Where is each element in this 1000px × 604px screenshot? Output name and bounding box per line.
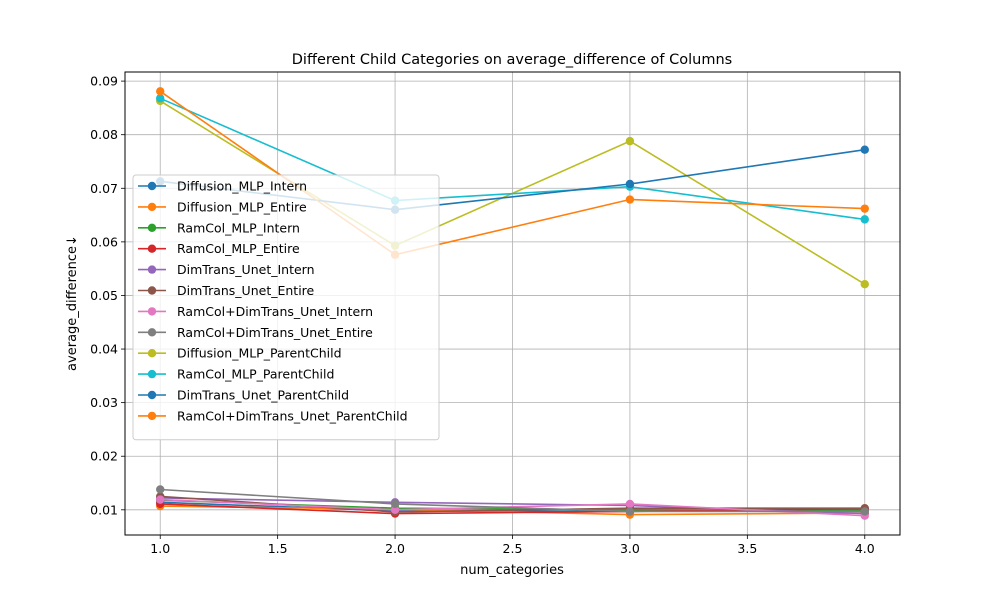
x-tick-label: 2.5 xyxy=(503,541,523,556)
legend-swatch-marker xyxy=(147,349,157,358)
legend-swatch-marker xyxy=(147,286,157,295)
legend-swatch-marker xyxy=(147,202,157,212)
y-tick-label: 0.04 xyxy=(90,342,118,357)
x-tick-label: 2.0 xyxy=(385,541,405,556)
x-tick-label: 1.5 xyxy=(268,541,288,556)
legend-swatch-marker xyxy=(147,181,157,191)
data-point xyxy=(625,136,635,146)
y-tick-label: 0.09 xyxy=(90,74,118,89)
legend-label: Diffusion_MLP_ParentChild xyxy=(177,346,342,361)
legend-label: Diffusion_MLP_Entire xyxy=(177,199,307,214)
legend-swatch-marker xyxy=(147,390,157,400)
data-point xyxy=(860,280,869,289)
legend-item: RamCol+DimTrans_Unet_ParentChild xyxy=(138,408,408,423)
legend-swatch-marker xyxy=(147,244,157,253)
series-ramcol-dimtrans-unet-entire xyxy=(156,485,869,516)
data-point xyxy=(860,215,869,224)
legend-label: RamCol+DimTrans_Unet_Entire xyxy=(177,325,373,340)
y-axis-label: average_difference↓ xyxy=(65,235,80,371)
legend-item: RamCol_MLP_Entire xyxy=(138,241,300,256)
data-point xyxy=(390,499,400,509)
legend-label: RamCol_MLP_ParentChild xyxy=(177,367,334,382)
legend-label: DimTrans_Unet_Intern xyxy=(177,262,315,277)
x-tick-label: 3.5 xyxy=(737,541,757,556)
legend-item: Diffusion_MLP_Intern xyxy=(138,179,307,194)
legend-label: DimTrans_Unet_ParentChild xyxy=(177,388,349,403)
data-point xyxy=(860,145,869,154)
x-tick-label: 3.0 xyxy=(620,541,640,556)
legend-label: RamCol+DimTrans_Unet_ParentChild xyxy=(177,408,408,423)
legend-label: RamCol_MLP_Entire xyxy=(177,241,300,256)
y-tick-label: 0.02 xyxy=(90,449,118,464)
legend-swatch-marker xyxy=(147,307,157,316)
legend-swatch-marker xyxy=(147,265,157,274)
y-tick-label: 0.06 xyxy=(90,234,118,249)
legend-frame xyxy=(132,174,440,441)
data-point xyxy=(625,179,635,189)
series-line xyxy=(159,90,865,256)
legend-item: Diffusion_MLP_ParentChild xyxy=(138,346,342,361)
y-tick-label: 0.03 xyxy=(90,395,118,410)
data-point xyxy=(156,495,165,504)
legend-label: RamCol_MLP_Intern xyxy=(177,220,300,235)
data-point xyxy=(860,507,869,516)
y-tick-label: 0.05 xyxy=(90,288,118,303)
legend: Diffusion_MLP_Intern Diffusion_MLP_Entire… xyxy=(132,174,440,441)
data-point xyxy=(156,87,165,96)
legend-label: Diffusion_MLP_Intern xyxy=(177,179,307,194)
legend-swatch-marker xyxy=(147,369,157,379)
series-ramcol-dimtrans-unet-parentchild xyxy=(156,87,869,259)
legend-label: DimTrans_Unet_Entire xyxy=(177,283,315,298)
legend-item: DimTrans_Unet_Intern xyxy=(138,262,315,277)
legend-swatch-marker xyxy=(147,328,157,337)
chart-title: Different Child Categories on average_di… xyxy=(292,52,732,68)
x-tick-label: 1.0 xyxy=(150,541,170,556)
y-tick-label: 0.07 xyxy=(90,181,118,196)
data-point xyxy=(625,195,635,204)
legend-item: DimTrans_Unet_Entire xyxy=(138,283,315,298)
series-line xyxy=(159,97,865,221)
legend-swatch-marker xyxy=(147,411,157,421)
axis-layer: 1.0 1.5 2.0 2.5 3.0 3.5 4.0 0.01 0.02 0.03 0.04 0.0… xyxy=(90,74,875,556)
y-tick-label: 0.08 xyxy=(90,127,118,142)
x-axis-label: num_categories xyxy=(460,563,564,578)
legend-item: RamCol_MLP_Intern xyxy=(138,220,300,235)
series-line xyxy=(160,488,865,513)
legend-item: RamCol+DimTrans_Unet_Entire xyxy=(138,325,373,340)
legend-swatch-marker xyxy=(147,223,157,232)
data-point xyxy=(625,499,635,509)
y-tick-label: 0.01 xyxy=(90,502,118,517)
legend-item: RamCol_MLP_ParentChild xyxy=(138,367,334,382)
legend-item: Diffusion_MLP_Entire xyxy=(138,199,307,214)
x-tick-label: 4.0 xyxy=(855,541,875,556)
data-point xyxy=(860,204,869,213)
legend-item: DimTrans_Unet_ParentChild xyxy=(138,388,349,403)
grid-layer xyxy=(125,72,900,535)
data-point xyxy=(156,94,165,103)
data-point xyxy=(625,507,635,516)
legend-label: RamCol+DimTrans_Unet_Intern xyxy=(177,304,373,319)
series-layer xyxy=(156,87,869,520)
data-point xyxy=(390,505,400,515)
data-point xyxy=(156,485,165,494)
legend-item: RamCol+DimTrans_Unet_Intern xyxy=(138,304,373,319)
